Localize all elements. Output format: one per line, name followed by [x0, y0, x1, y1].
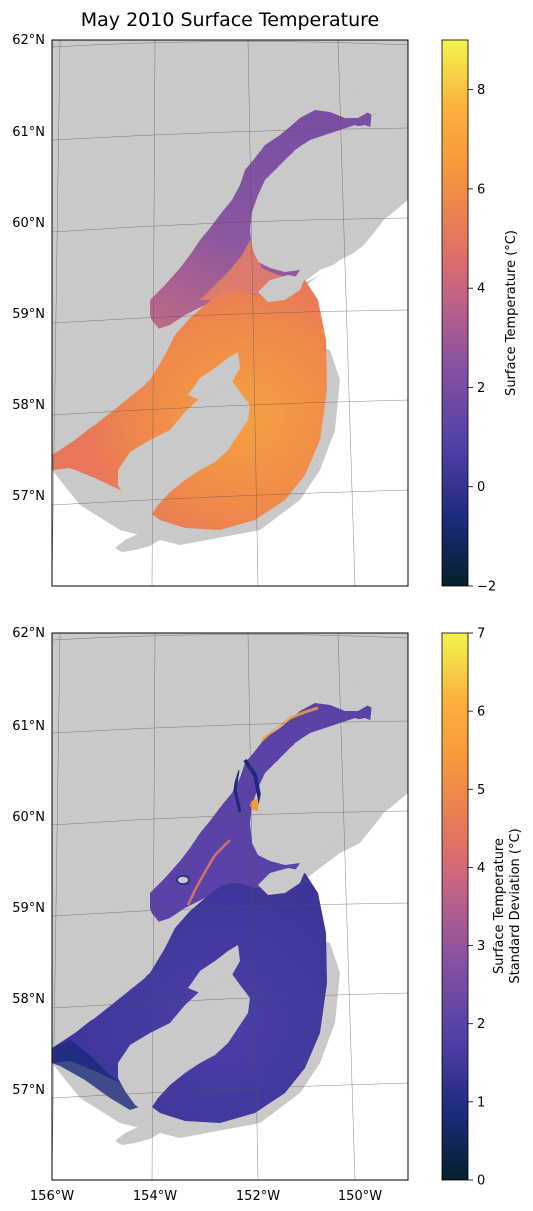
colorbar-gradient — [441, 39, 469, 587]
colorbar-tick-label: 6 — [477, 705, 485, 720]
lat-label: 62°N — [12, 33, 45, 48]
colorbar-tick-label: 4 — [477, 282, 485, 297]
lat-label: 57°N — [12, 489, 45, 504]
land-afognak — [188, 352, 240, 400]
land-kenai — [258, 868, 305, 895]
lon-label: 150°W — [338, 1189, 382, 1204]
lon-label: 152°W — [236, 1189, 280, 1204]
graticule — [52, 40, 408, 586]
land-kodiak — [118, 971, 250, 1113]
colorbar-tick-label: 8 — [477, 83, 485, 98]
land-kenai — [258, 275, 305, 302]
islands-shumagin — [115, 1127, 160, 1145]
lon-label: 156°W — [30, 1189, 74, 1204]
colorbar-gradient — [441, 632, 469, 1181]
colorbar-std: 0 1 2 3 4 5 6 7 Surface Temperature Standard De… — [441, 627, 523, 1189]
colorbar-tick-label: 3 — [477, 939, 485, 954]
colorbar-tick-label: −2 — [477, 580, 496, 595]
map-panel-temperature: 62°N 61°N 60°N 59°N 58°N 57°N — [12, 33, 409, 587]
ocean-area — [52, 180, 408, 586]
lon-label: 154°W — [133, 1189, 177, 1204]
land-alaska-peninsula — [52, 40, 408, 450]
std-high-streak — [186, 839, 231, 906]
land-alaska-peninsula — [52, 633, 408, 1043]
colorbar-temperature: −2 0 2 4 6 8 Surface Temperature (°C) — [441, 39, 519, 595]
ocean-area — [52, 773, 408, 1180]
temperature-field-inlet — [150, 110, 372, 330]
lat-label: 60°N — [12, 216, 45, 231]
lat-label: 59°N — [12, 901, 45, 916]
std-high-streak — [260, 706, 319, 742]
colorbar-ticks: −2 0 2 4 6 8 — [468, 83, 496, 595]
map-frame — [51, 632, 409, 1181]
land-kodiak — [118, 378, 250, 520]
lat-label: 62°N — [12, 626, 45, 641]
colorbar-tick-label: 0 — [477, 1174, 485, 1189]
colorbar-label: Standard Deviation (°C) — [508, 828, 523, 983]
lat-label: 61°N — [12, 719, 45, 734]
colorbar-tick-label: 0 — [477, 480, 485, 495]
colorbar-tick-label: 2 — [477, 381, 485, 396]
colorbar-tick-label: 2 — [477, 1017, 485, 1032]
lat-label: 60°N — [12, 810, 45, 825]
colorbar-tick-label: 4 — [477, 861, 485, 876]
map-panel-std: 62°N 61°N 60°N 59°N 58°N 57°N 156°W 154°… — [12, 626, 409, 1204]
colorbar-tick-label: 1 — [477, 1095, 485, 1110]
std-field-inlet — [150, 703, 372, 923]
latitude-labels: 62°N 61°N 60°N 59°N 58°N 57°N — [12, 33, 45, 504]
island-small — [176, 875, 190, 885]
colorbar-tick-label: 6 — [477, 182, 485, 197]
colorbar-label: Surface Temperature (°C) — [504, 230, 519, 396]
lat-label: 58°N — [12, 992, 45, 1007]
islands-shumagin — [115, 534, 160, 552]
lat-label: 58°N — [12, 398, 45, 413]
longitude-labels: 156°W 154°W 152°W 150°W — [30, 1189, 382, 1204]
lat-label: 57°N — [12, 1083, 45, 1098]
latitude-labels: 62°N 61°N 60°N 59°N 58°N 57°N — [12, 626, 45, 1098]
colorbar-tick-label: 5 — [477, 783, 485, 798]
lat-label: 59°N — [12, 307, 45, 322]
colorbar-label: Surface Temperature — [492, 838, 507, 974]
graticule — [52, 633, 408, 1180]
colorbar-tick-label: 7 — [477, 627, 485, 642]
figure-title: May 2010 Surface Temperature — [81, 9, 380, 31]
land-afognak — [188, 945, 240, 993]
colorbar-ticks: 0 1 2 3 4 5 6 7 — [468, 627, 485, 1189]
map-frame — [51, 39, 409, 587]
std-low-coast — [52, 1040, 145, 1110]
lat-label: 61°N — [12, 125, 45, 140]
std-low-channel — [233, 769, 242, 813]
